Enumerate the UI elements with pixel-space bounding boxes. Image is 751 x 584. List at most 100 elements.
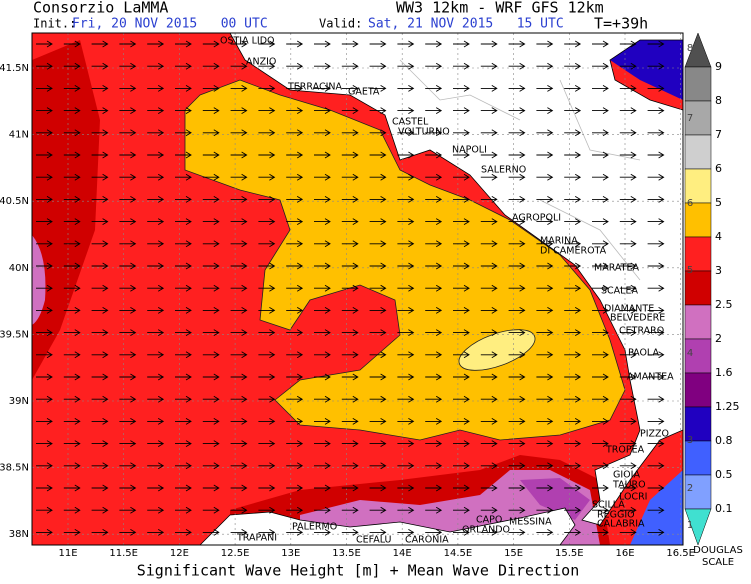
arrow	[63, 240, 81, 248]
lat-label: 40.5N	[0, 196, 29, 207]
arrow	[592, 506, 609, 514]
lat-label: 41N	[9, 130, 29, 141]
arrow	[341, 129, 359, 137]
arrow	[508, 373, 526, 381]
arrow	[480, 173, 498, 181]
arrow	[258, 284, 276, 292]
colorbar-label: 2.5	[715, 298, 733, 311]
arrow	[202, 351, 220, 359]
arrow	[425, 196, 443, 203]
arrow	[619, 529, 637, 536]
valid-time: Sat, 21 NOV 2015 15 UTC	[368, 17, 564, 32]
arrow	[564, 373, 582, 381]
arrow	[91, 151, 109, 159]
arrow	[258, 484, 276, 492]
arrow	[286, 240, 304, 248]
arrow	[175, 418, 192, 425]
douglas-label: 5	[687, 265, 693, 276]
arrow	[91, 506, 109, 514]
place-label: LOCRI	[619, 492, 647, 503]
arrow	[147, 240, 165, 248]
arrow	[480, 62, 498, 70]
arrow	[286, 129, 304, 137]
arrow	[202, 151, 220, 159]
arrow	[508, 62, 526, 70]
douglas-label: 6	[687, 198, 693, 209]
arrow	[480, 151, 498, 159]
arrow	[425, 529, 443, 536]
arrow	[119, 62, 137, 70]
arrow	[592, 284, 609, 292]
arrow	[564, 129, 582, 137]
place-label: BELVEDERE	[610, 313, 665, 324]
arrow	[369, 307, 387, 314]
arrow	[369, 484, 387, 492]
arrow	[286, 351, 304, 359]
arrow	[314, 240, 331, 248]
place-label: GIOIA	[613, 470, 640, 481]
arrow	[147, 395, 165, 403]
arrow	[592, 529, 609, 536]
arrow	[536, 240, 554, 248]
init-time: Fri, 20 NOV 2015 00 UTC	[72, 17, 268, 32]
arrow	[36, 85, 53, 92]
arrow	[592, 307, 609, 314]
arrow	[592, 218, 609, 225]
arrow	[91, 196, 109, 203]
arrow	[258, 373, 276, 381]
arrow	[36, 351, 53, 359]
arrow	[508, 307, 526, 314]
arrow	[36, 329, 53, 336]
arrow	[314, 218, 331, 225]
arrow	[341, 440, 359, 447]
arrow	[119, 506, 137, 514]
arrow	[175, 85, 192, 92]
arrow	[508, 462, 526, 470]
arrow	[647, 62, 665, 70]
arrow	[119, 173, 137, 181]
arrow	[63, 351, 81, 359]
arrow	[425, 40, 443, 48]
arrow	[202, 506, 220, 514]
arrow	[536, 307, 554, 314]
arrow	[508, 173, 526, 181]
arrow	[508, 129, 526, 137]
arrow	[175, 107, 192, 114]
arrow	[369, 506, 387, 514]
arrow	[286, 262, 304, 270]
arrow	[314, 484, 331, 492]
place-label: PALERMO	[292, 522, 337, 533]
place-label: TRAPANI	[236, 533, 277, 544]
arrow	[536, 40, 554, 48]
arrow	[314, 40, 331, 48]
arrow	[230, 196, 248, 203]
place-label: TERRACINA	[287, 82, 342, 93]
arrow	[341, 240, 359, 248]
arrow	[341, 418, 359, 425]
arrow	[258, 85, 276, 92]
arrow	[647, 151, 665, 159]
arrow	[63, 85, 81, 92]
arrow	[341, 173, 359, 181]
arrow	[341, 373, 359, 381]
arrow	[425, 395, 443, 403]
arrow	[647, 173, 665, 181]
arrow	[119, 218, 137, 225]
lon-label: 13.5E	[332, 548, 361, 559]
place-label: GAETA	[348, 87, 380, 98]
arrow	[147, 351, 165, 359]
arrow	[508, 262, 526, 270]
arrow	[592, 40, 609, 48]
arrow	[480, 351, 498, 359]
arrow	[119, 107, 137, 114]
arrow	[564, 529, 582, 536]
sea-blue-north	[610, 33, 683, 100]
arrow	[63, 218, 81, 225]
arrow	[453, 307, 470, 314]
arrow	[425, 62, 443, 70]
arrow	[230, 484, 248, 492]
arrow	[397, 484, 415, 492]
arrow	[397, 173, 415, 181]
arrow	[286, 440, 304, 447]
arrow	[175, 484, 192, 492]
